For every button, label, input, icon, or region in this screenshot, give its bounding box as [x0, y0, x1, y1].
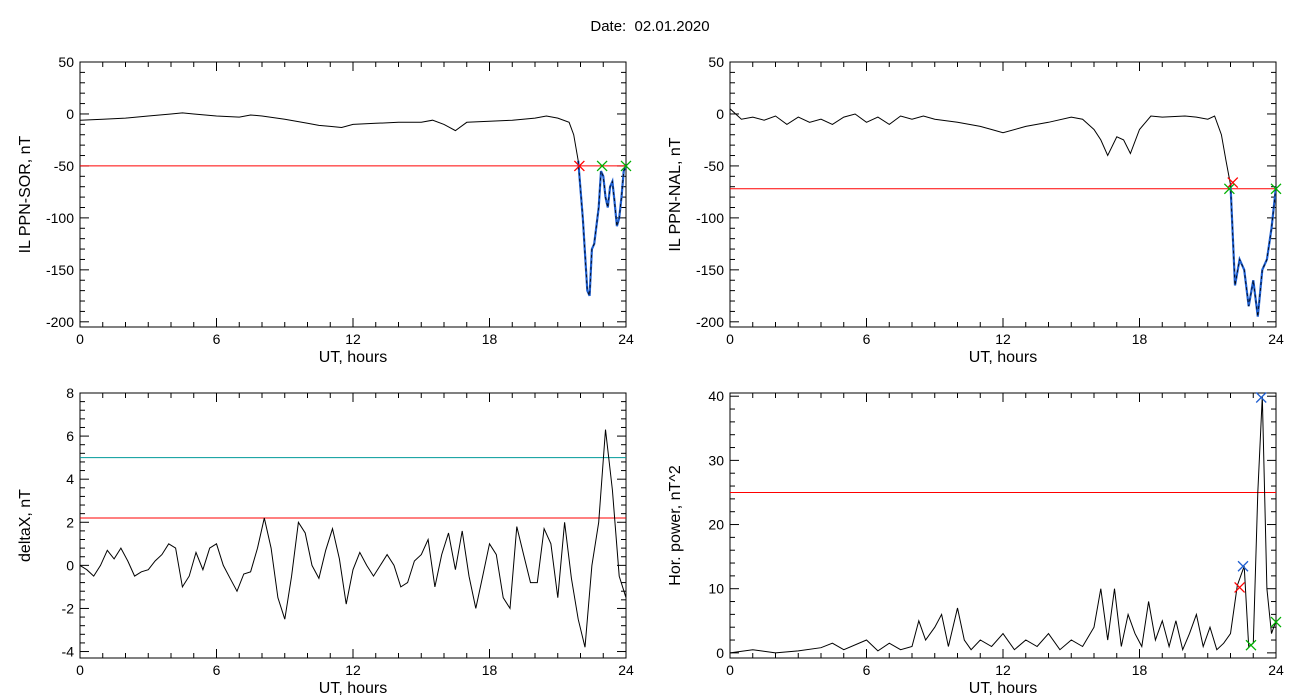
series-line — [80, 429, 626, 648]
marker-green — [620, 160, 632, 172]
x-tick-label: 18 — [1132, 662, 1148, 678]
x-tick-label: 0 — [726, 662, 734, 678]
date-title: Date: 02.01.2020 — [590, 18, 710, 35]
x-tick-label: 0 — [76, 331, 84, 347]
y-tick-label: -150 — [696, 262, 724, 278]
y-axis-label: IL PPN-NAL, nT — [667, 137, 684, 251]
marker-green — [1223, 183, 1235, 195]
y-tick-label: 0 — [66, 106, 74, 122]
chart-panel-2: 0 6 12 18 24 50 0 -50 -100 -150 -200 UT, hours IL PP… — [667, 54, 1284, 366]
y-tick-label: -4 — [62, 644, 75, 660]
chart-panel-1: 0 6 12 18 24 50 0 -50 -100 -150 -200 UT, hours IL PP… — [17, 54, 634, 366]
series-line — [730, 396, 1276, 654]
marker-green — [1245, 639, 1257, 651]
y-tick-label: -50 — [54, 158, 74, 174]
y-tick-label: -100 — [46, 210, 74, 226]
series-line — [80, 112, 579, 161]
x-tick-label: 24 — [1268, 662, 1284, 678]
marker-blue — [1255, 392, 1267, 403]
marker-red — [1227, 177, 1239, 189]
y-tick-label: -200 — [696, 314, 724, 330]
y-tick-label: 2 — [66, 514, 74, 530]
y-tick-label: 50 — [58, 54, 74, 70]
y-tick-label: 4 — [66, 471, 74, 487]
y-axis-label: Hor. power, nT^2 — [667, 465, 684, 586]
y-tick-label: 8 — [66, 385, 74, 401]
plot-area — [730, 108, 1276, 317]
series-line — [730, 108, 1231, 185]
y-tick-label: -150 — [46, 262, 74, 278]
plot-area — [80, 112, 626, 297]
y-tick-label: 0 — [716, 106, 724, 122]
y-tick-label: -50 — [704, 158, 724, 174]
chart-panel-4: 0 6 12 18 24 40 30 20 10 0 UT, hours Hor. power, nT… — [667, 388, 1284, 697]
marker-green — [1270, 183, 1282, 195]
x-tick-label: 6 — [863, 662, 871, 678]
x-axis-label: UT, hours — [319, 680, 387, 697]
x-tick-label: 18 — [482, 662, 498, 678]
y-tick-label: 20 — [708, 517, 724, 533]
marker-red — [573, 160, 585, 172]
marker-green — [596, 160, 608, 172]
x-tick-label: 6 — [213, 662, 221, 678]
y-tick-label: 0 — [66, 557, 74, 573]
series-line-active-overlay — [1230, 184, 1276, 317]
y-tick-label: 10 — [708, 581, 724, 597]
x-axis-label: UT, hours — [319, 349, 387, 366]
x-tick-label: 18 — [482, 331, 498, 347]
y-tick-label: 40 — [708, 388, 724, 404]
plot-frame — [729, 392, 1277, 659]
y-axis-label: deltaX, nT — [17, 489, 34, 562]
y-tick-label: -2 — [62, 600, 75, 616]
series-line-active — [577, 160, 626, 297]
plot-area — [730, 396, 1276, 654]
series-line-active-overlay — [577, 160, 626, 296]
x-tick-label: 12 — [995, 331, 1011, 347]
y-tick-label: -100 — [696, 210, 724, 226]
y-tick-label: 6 — [66, 428, 74, 444]
x-tick-label: 24 — [1268, 331, 1284, 347]
y-tick-label: 0 — [716, 645, 724, 661]
marker-blue — [1237, 560, 1249, 572]
x-tick-label: 24 — [618, 662, 634, 678]
series-line-active — [1229, 184, 1276, 317]
plot-frame — [79, 392, 627, 659]
chart-panel-3: 0 6 12 18 24 8 6 4 2 0 -2 -4 UT, hours deltaX, nT — [17, 385, 634, 697]
marker-green — [1270, 616, 1282, 628]
x-tick-label: 24 — [618, 331, 634, 347]
plot-frame — [79, 61, 627, 328]
y-tick-label: 50 — [708, 54, 724, 70]
x-axis-label: UT, hours — [969, 349, 1037, 366]
plot-area — [80, 429, 626, 648]
x-tick-label: 18 — [1132, 331, 1148, 347]
x-tick-label: 12 — [345, 331, 361, 347]
x-tick-label: 12 — [345, 662, 361, 678]
plot-frame — [729, 61, 1277, 328]
x-tick-label: 0 — [76, 662, 84, 678]
x-tick-label: 6 — [213, 331, 221, 347]
x-tick-label: 6 — [863, 331, 871, 347]
marker-red — [1234, 581, 1246, 593]
x-axis-label: UT, hours — [969, 680, 1037, 697]
x-tick-label: 12 — [995, 662, 1011, 678]
x-tick-label: 0 — [726, 331, 734, 347]
y-tick-label: -200 — [46, 314, 74, 330]
y-axis-label: IL PPN-SOR, nT — [17, 135, 34, 253]
y-tick-label: 30 — [708, 452, 724, 468]
